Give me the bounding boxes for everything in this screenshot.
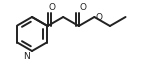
Text: O: O: [80, 3, 87, 12]
Text: O: O: [95, 13, 102, 21]
Text: O: O: [49, 3, 56, 12]
Text: N: N: [23, 52, 30, 61]
